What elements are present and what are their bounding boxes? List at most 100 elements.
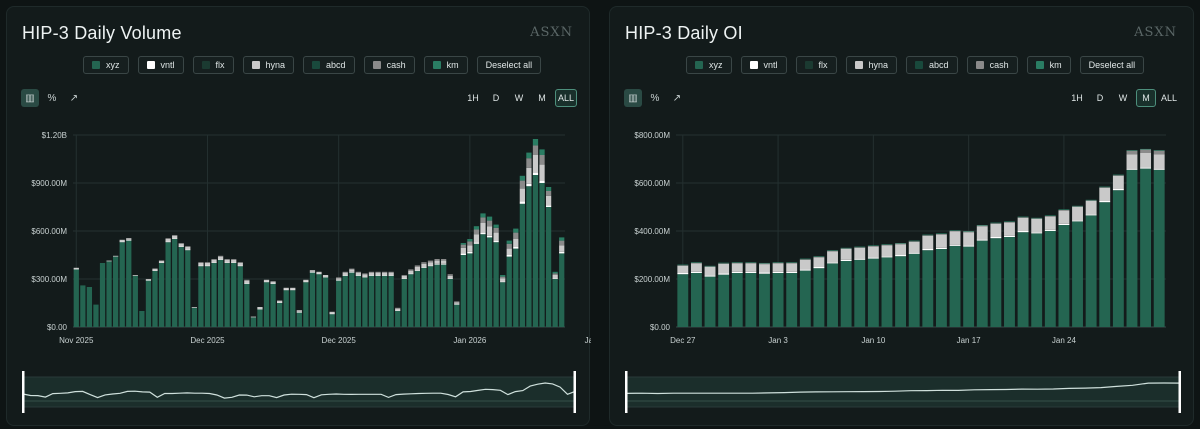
bar-segment-vntl [799,269,811,271]
legend-item-abcd[interactable]: abcd [906,56,958,74]
legend-item-vntl[interactable]: vntl [740,56,787,74]
bar-segment-km [813,256,825,257]
line-chart-icon[interactable]: ↗ [672,92,682,104]
bar-segment-xyz [500,282,506,327]
x-tick-label: Jan 2026 [585,336,591,345]
bar-segment-km [486,216,493,221]
bar-segment-xyz [1044,231,1056,327]
bar-segment-cash [539,155,545,165]
bar-segment-cash [486,220,493,227]
bar-segment-cash [1058,209,1070,211]
legend-item-hyna[interactable]: hyna [845,56,898,74]
bar-segment-km [1004,221,1015,222]
navigator-right-handle[interactable] [573,371,577,413]
legend-item-cash[interactable]: cash [966,56,1018,74]
range-w[interactable]: W [1118,93,1128,103]
line-chart-icon[interactable]: ↗ [69,92,79,104]
bar-segment-km [493,224,499,228]
legend-swatch [251,61,260,69]
bar-segment-vntl [296,311,302,313]
legend-item-xyz[interactable]: xyz [83,56,129,74]
range-1h[interactable]: 1H [467,93,479,103]
bar-segment-cash [395,307,401,309]
bar-segment-hyna [172,235,178,239]
legend-label: flx [818,60,828,70]
legend-item-hyna[interactable]: hyna [242,56,295,74]
bar-segment-cash [854,247,866,248]
deselect-all-button[interactable]: Deselect all [476,56,542,74]
navigator-left-handle[interactable] [22,371,25,413]
bar-segment-km [854,246,866,248]
bar-segment-vntl [559,251,565,254]
bar-segment-vntl [704,275,716,277]
bar-segment-xyz [185,250,191,327]
range-all[interactable]: ALL [1161,93,1178,103]
bar-segment-cash [704,266,716,267]
range-all[interactable]: ALL [555,89,578,107]
bar-chart-icon[interactable]: ▥ [21,89,39,107]
bar-segment-xyz [198,266,204,327]
bar-segment-xyz [283,290,289,327]
range-d[interactable]: D [1096,93,1104,103]
range-1h[interactable]: 1H [1071,93,1083,103]
bar-segment-cash [447,274,453,276]
bar-segment-hyna [191,307,197,308]
bar-segment-xyz [480,234,486,327]
bar-segment-xyz [1099,202,1111,327]
bar-segment-cash [745,262,757,264]
bar-segment-xyz [388,275,394,327]
legend-item-km[interactable]: km [1026,56,1071,74]
y-tick-label: $400.00M [634,227,670,236]
range-m[interactable]: M [1136,89,1156,107]
bar-chart-icon[interactable]: ▥ [624,89,642,107]
legend: xyz vntl flx hyna abcd cash km Deselect all [686,56,1145,74]
legend-item-flx[interactable]: flx [192,56,234,74]
bar-segment-km [840,247,852,249]
bar-segment-hyna [368,272,375,275]
bar-segment-vntl [237,265,243,267]
bar-segment-xyz [316,274,322,327]
bar-segment-xyz [506,256,512,327]
navigator-left-handle[interactable] [625,371,628,413]
bar-segment-vntl [290,289,296,291]
bar-segment-hyna [545,195,552,206]
range-m[interactable]: M [538,93,546,103]
bar-segment-xyz [113,256,119,327]
bar-segment-cash [718,263,730,264]
legend-item-xyz[interactable]: xyz [686,56,732,74]
percent-icon[interactable]: % [650,92,660,104]
y-tick-label: $600.00M [31,227,67,236]
bar-segment-hyna [1031,219,1043,233]
deselect-all-button[interactable]: Deselect all [1079,56,1145,74]
x-tick-label: Jan 17 [957,336,982,345]
range-d[interactable]: D [492,93,500,103]
legend-swatch [1035,61,1044,69]
legend-item-flx[interactable]: flx [795,56,837,74]
navigator-right-handle[interactable] [1178,371,1182,413]
bar-segment-cash [381,271,388,273]
legend-swatch [372,61,381,69]
bar-segment-xyz [690,273,702,327]
bar-segment-cash [454,301,460,303]
bar-segment-hyna [480,223,486,233]
bar-segment-xyz [813,268,825,327]
bar-segment-cash [224,259,230,260]
bar-segment-hyna [375,272,381,275]
bar-segment-hyna [532,155,539,173]
bar-segment-vntl [165,241,171,243]
bar-segment-xyz [731,273,743,327]
bar-segment-vntl [526,183,532,187]
bar-segment-cash [677,265,689,266]
legend-item-cash[interactable]: cash [363,56,415,74]
legend-item-km[interactable]: km [423,56,468,74]
bar-segment-km [1112,174,1124,176]
percent-icon[interactable]: % [47,92,57,104]
bar-segment-vntl [362,276,368,278]
bar-segment-hyna [759,264,770,273]
legend-item-vntl[interactable]: vntl [137,56,184,74]
range-w[interactable]: W [514,93,524,103]
legend-item-abcd[interactable]: abcd [303,56,355,74]
bar-segment-hyna [336,278,342,280]
bar-segment-hyna [827,251,838,263]
bar-segment-hyna [408,271,414,274]
